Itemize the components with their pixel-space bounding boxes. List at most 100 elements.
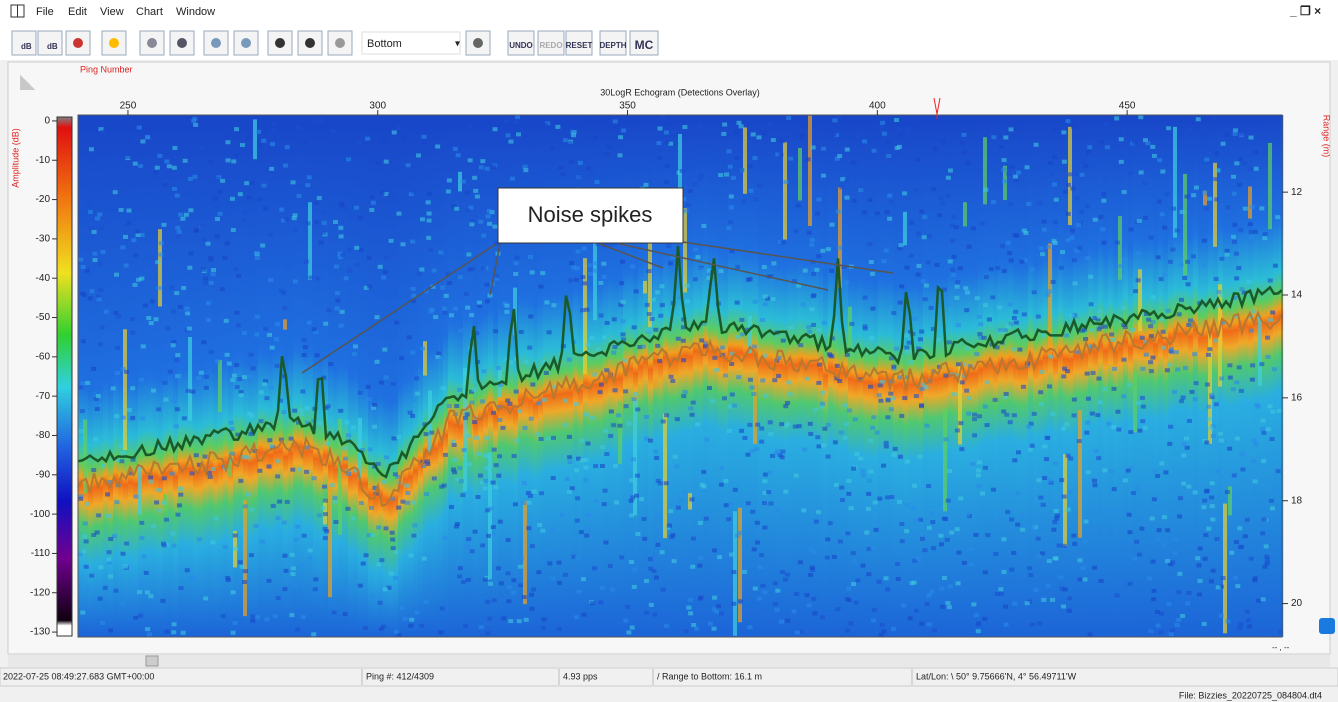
speckle [1062, 544, 1067, 548]
speckle [1202, 622, 1207, 626]
speckle [982, 617, 987, 621]
speckle [472, 420, 477, 424]
speckle [1137, 429, 1142, 433]
speckle [269, 386, 274, 390]
speckle [183, 159, 188, 163]
speckle [1002, 570, 1007, 574]
speckle [1026, 425, 1031, 429]
speckle [1002, 158, 1007, 162]
speckle [427, 219, 432, 223]
speckle [1140, 419, 1145, 423]
button-icon [335, 38, 345, 48]
speckle [884, 576, 889, 580]
speckle [1265, 355, 1270, 359]
speckle [300, 389, 305, 393]
menu-item[interactable]: View [100, 6, 124, 18]
speckle [1256, 599, 1261, 603]
echogram-column [1128, 115, 1133, 637]
speckle [346, 433, 351, 437]
speckle [632, 325, 637, 329]
speckle [780, 450, 785, 454]
speckle [887, 217, 892, 221]
speckle [114, 414, 119, 418]
speckle [1181, 482, 1186, 486]
speckle [1032, 412, 1037, 416]
speckle [420, 347, 425, 351]
speckle [922, 548, 927, 552]
speckle [282, 306, 287, 310]
speckle [209, 350, 214, 354]
speckle [290, 572, 295, 576]
speckle [551, 163, 556, 167]
speckle [1115, 410, 1120, 414]
speckle [494, 463, 499, 467]
echogram-column [373, 115, 378, 637]
speckle [506, 599, 511, 603]
speckle [922, 215, 927, 219]
speckle [527, 501, 532, 505]
speckle [254, 251, 259, 255]
noise-streak [123, 329, 127, 450]
speckle [975, 296, 980, 300]
speckle [826, 247, 831, 251]
speckle [951, 273, 956, 277]
speckle [855, 578, 860, 582]
speckle [807, 603, 812, 607]
speckle [154, 317, 159, 321]
speckle [1167, 442, 1172, 446]
speckle [688, 598, 693, 602]
speckle [194, 229, 199, 233]
speckle [1175, 228, 1180, 232]
echogram-column [1138, 115, 1143, 637]
menu-item[interactable]: Chart [136, 6, 163, 18]
speckle [759, 553, 764, 557]
speckle [260, 540, 265, 544]
dropdown-arrow: ▾ [455, 39, 460, 50]
speckle [344, 420, 349, 424]
speckle [630, 265, 635, 269]
speckle [412, 523, 417, 527]
echogram-column [1008, 115, 1013, 637]
speckle [748, 378, 753, 382]
menu-item[interactable]: File [36, 6, 54, 18]
speckle [255, 315, 260, 319]
menu-item[interactable]: Edit [68, 6, 87, 18]
speckle [904, 266, 909, 270]
speckle [275, 516, 280, 520]
speckle [1148, 324, 1153, 328]
speckle [619, 555, 624, 559]
speckle [84, 539, 89, 543]
speckle [915, 557, 920, 561]
speckle [1064, 422, 1069, 426]
speckle [681, 358, 686, 362]
echogram-column [1013, 115, 1018, 637]
speckle [839, 431, 844, 435]
speckle [1109, 469, 1114, 473]
speckle [537, 523, 542, 527]
speckle [759, 440, 764, 444]
speckle [307, 175, 312, 179]
speckle [550, 146, 555, 150]
speckle [1250, 378, 1255, 382]
speckle [311, 632, 316, 636]
speckle [736, 375, 741, 379]
speckle [731, 602, 736, 606]
menu-item[interactable]: Window [176, 6, 215, 18]
speckle [1253, 576, 1258, 580]
speckle [942, 576, 947, 580]
echogram-column [973, 115, 978, 637]
speckle [515, 115, 520, 119]
speckle [358, 584, 363, 588]
speckle [899, 284, 904, 288]
echogram-column [98, 115, 103, 637]
speckle [209, 281, 214, 285]
speckle [456, 153, 461, 157]
speckle [775, 589, 780, 593]
noise-streak [218, 360, 222, 412]
speckle [998, 328, 1003, 332]
speckle [221, 614, 226, 618]
speckle [403, 617, 408, 621]
window-controls[interactable]: _ ❐ × [1289, 4, 1321, 18]
noise-streak [983, 137, 987, 204]
speckle [1019, 514, 1024, 518]
